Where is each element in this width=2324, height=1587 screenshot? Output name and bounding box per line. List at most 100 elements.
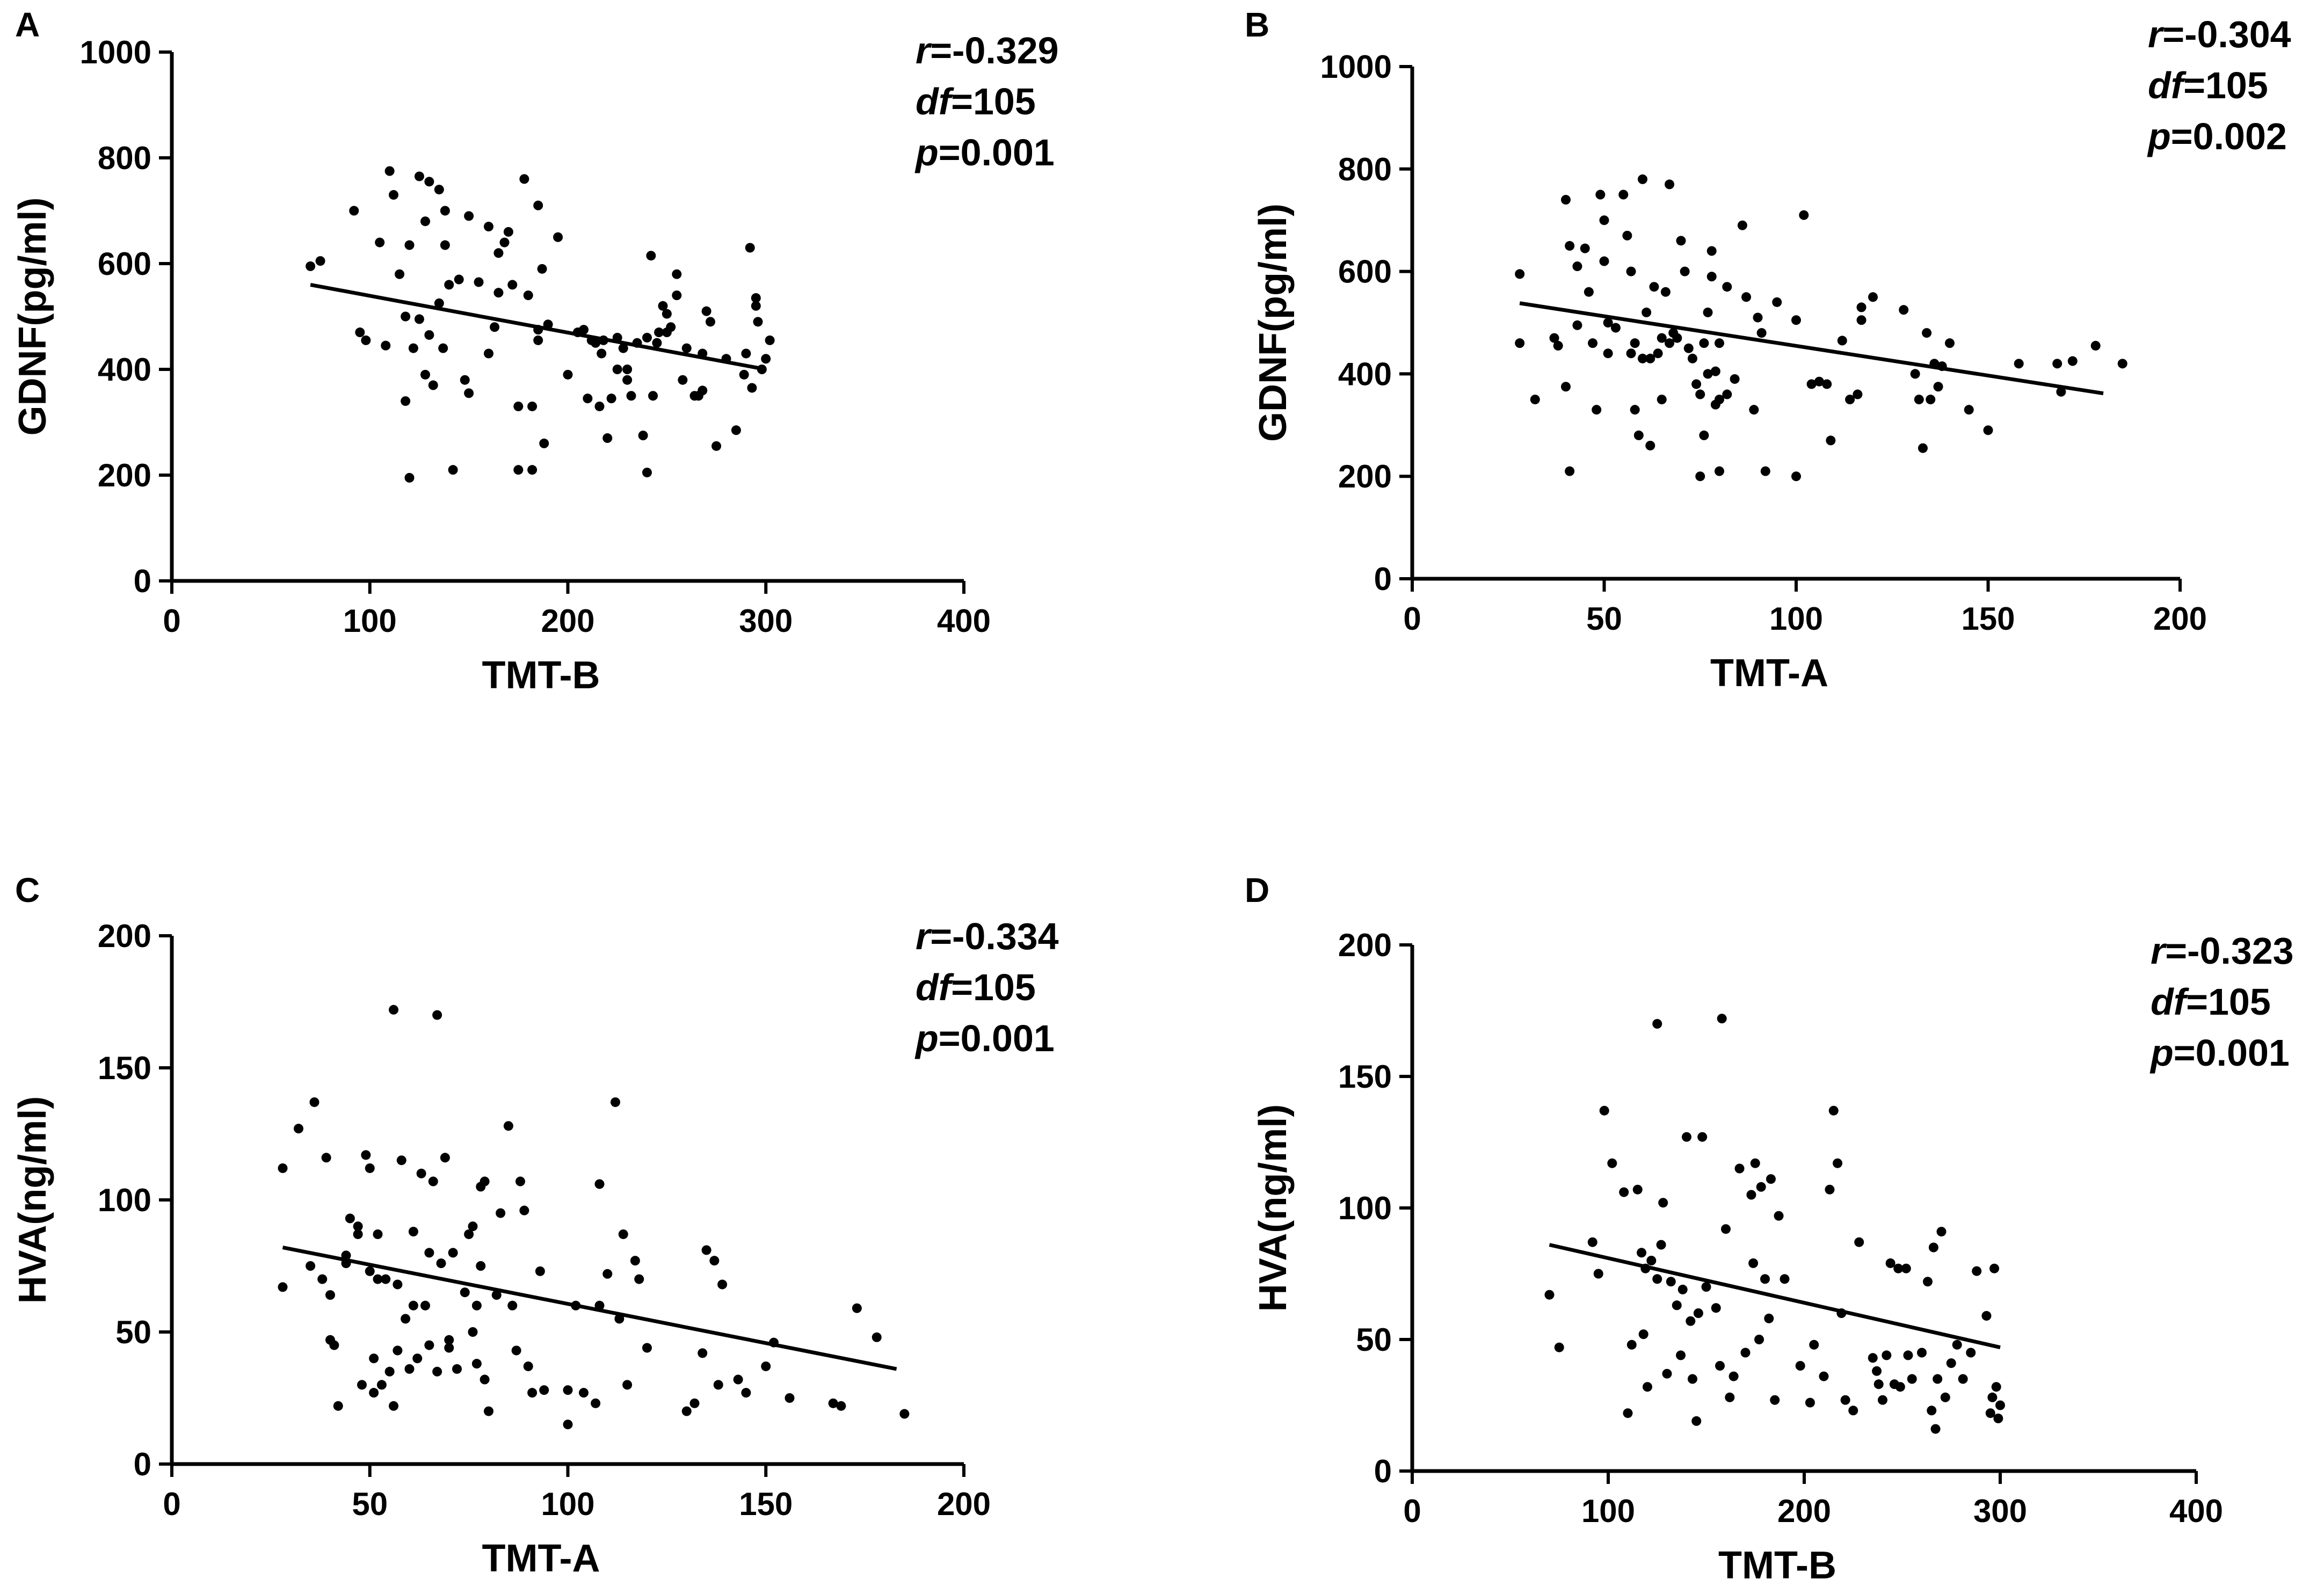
data-point	[452, 1364, 462, 1374]
panel-b: B 0 50 100 150 200 0 200 400 600 800 1000 TMT-A GDNF(…	[1245, 5, 2291, 695]
data-point	[1927, 1406, 1937, 1416]
data-point	[1774, 1211, 1784, 1221]
data-point	[1649, 282, 1659, 292]
data-point	[1952, 1340, 1962, 1350]
data-point	[1873, 1379, 1884, 1389]
x-tick-label: 400	[937, 603, 991, 639]
data-point	[1626, 1340, 1637, 1350]
data-point	[1966, 1348, 1976, 1358]
y-tick-label: 1000	[80, 34, 151, 70]
data-point	[1995, 1400, 2005, 1410]
data-point	[1680, 266, 1690, 276]
data-point	[428, 380, 438, 390]
data-point	[306, 1261, 316, 1271]
panel-label: B	[1245, 5, 1269, 44]
data-point	[1795, 1361, 1805, 1371]
data-point	[523, 290, 533, 301]
data-point	[1766, 1174, 1776, 1184]
data-point	[751, 301, 761, 311]
data-point	[349, 206, 359, 216]
data-point	[753, 317, 763, 327]
x-tick-label: 150	[739, 1486, 793, 1522]
data-point	[1646, 1256, 1657, 1265]
data-point	[618, 343, 628, 353]
regression-line	[310, 282, 766, 372]
data-point	[698, 1348, 708, 1358]
data-point	[1665, 179, 1675, 190]
stat-symbol: r	[2148, 13, 2165, 55]
data-point	[309, 1097, 319, 1107]
data-point	[630, 1256, 640, 1266]
data-point	[1703, 307, 1713, 317]
data-point	[2090, 340, 2101, 351]
panel-label: C	[15, 871, 40, 909]
x-axis-title: TMT-A	[482, 1537, 600, 1580]
y-tick-label: 1000	[1320, 49, 1392, 85]
data-point	[393, 1279, 403, 1290]
data-point	[1760, 1274, 1770, 1284]
data-point	[1895, 1382, 1905, 1392]
data-point	[1682, 1132, 1691, 1142]
data-point	[1958, 1374, 1968, 1384]
data-point	[1565, 466, 1575, 476]
data-point	[642, 332, 652, 343]
data-point	[713, 1380, 723, 1390]
data-point	[1637, 1248, 1647, 1258]
data-point	[315, 256, 325, 266]
data-point	[591, 338, 601, 348]
x-tick-label: 300	[1973, 1493, 2027, 1529]
data-point	[1665, 338, 1675, 348]
data-point	[365, 1266, 375, 1276]
data-point	[1828, 1105, 1839, 1116]
data-point	[493, 248, 504, 258]
data-point	[414, 314, 424, 324]
data-point	[1653, 348, 1663, 359]
data-point	[747, 383, 757, 393]
data-point	[484, 348, 493, 359]
data-point	[583, 394, 593, 404]
x-tick-label: 200	[937, 1486, 991, 1522]
data-point	[666, 322, 676, 332]
data-point	[1799, 210, 1809, 220]
data-point	[533, 335, 543, 345]
data-point	[1760, 466, 1770, 476]
data-point	[1772, 297, 1782, 307]
data-point	[1630, 405, 1640, 415]
y-tick-label: 0	[134, 563, 151, 599]
data-point	[381, 340, 391, 351]
data-point	[401, 1314, 411, 1324]
data-point	[414, 171, 424, 181]
stat-symbol: p	[2147, 115, 2171, 157]
data-point	[1936, 1227, 1947, 1237]
data-point	[513, 401, 524, 411]
data-point	[1693, 1308, 1703, 1318]
data-point	[745, 243, 755, 253]
data-point	[1814, 376, 1824, 387]
data-point	[513, 465, 524, 475]
data-point	[395, 269, 405, 279]
data-point	[1845, 395, 1855, 405]
y-tick-label: 400	[98, 352, 151, 388]
data-point	[432, 1010, 442, 1020]
data-point	[440, 206, 450, 216]
data-point	[434, 185, 444, 195]
regression-line	[1519, 301, 2104, 396]
y-tick-label: 200	[1338, 927, 1392, 963]
data-point	[1878, 1395, 1887, 1405]
x-axis-title: TMT-B	[1718, 1544, 1836, 1587]
data-point	[1626, 348, 1636, 359]
data-point	[709, 1256, 720, 1266]
data-point	[1856, 315, 1867, 325]
data-point	[325, 1290, 335, 1300]
x-tick-label: 100	[1581, 1493, 1635, 1529]
data-point	[1565, 241, 1575, 251]
data-point	[1805, 1397, 1815, 1408]
x-tick-label: 400	[2169, 1493, 2223, 1529]
data-point	[408, 1300, 418, 1311]
x-tick-label: 100	[541, 1486, 594, 1522]
x-tick-label: 0	[1403, 601, 1421, 637]
data-point	[1672, 333, 1682, 343]
data-point	[333, 1401, 343, 1411]
data-point	[317, 1274, 328, 1284]
data-point	[626, 391, 636, 401]
